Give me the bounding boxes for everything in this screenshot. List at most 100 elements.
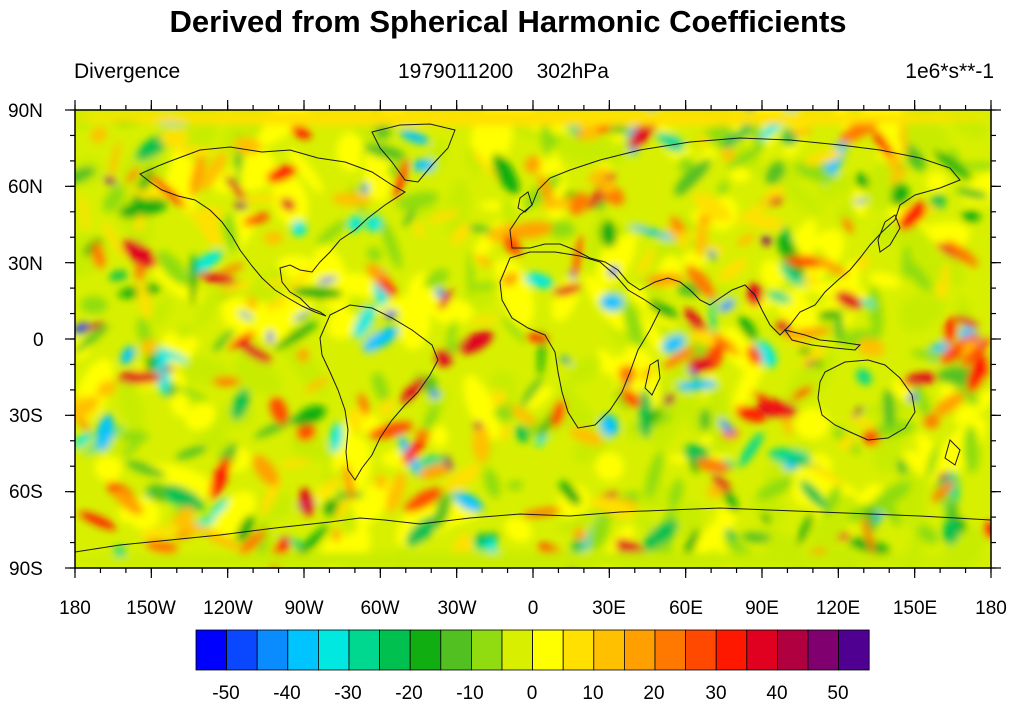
colorbar-box: [746, 629, 778, 671]
lon-label-120e: 120E: [816, 598, 860, 619]
field-positive-blob: [789, 127, 813, 136]
field-base-blob: [672, 502, 704, 538]
field-negative-blob: [916, 525, 939, 544]
field-positive-blob: [139, 525, 179, 540]
field-positive-blob: [136, 280, 152, 319]
field-negative-blob: [738, 315, 757, 342]
field-positive-blob: [122, 239, 157, 268]
field-negative-blob: [502, 316, 526, 344]
field-negative-blob: [492, 153, 520, 195]
coast-australia: [817, 359, 916, 441]
field-negative-blob: [699, 408, 711, 432]
field-positive-blob: [159, 129, 189, 147]
field-extreme-blob: [444, 454, 453, 472]
field-negative-blob: [741, 532, 772, 543]
lon-label-60w: 60W: [360, 598, 399, 619]
field-negative-blob: [871, 420, 916, 438]
field-positive-blob: [80, 194, 90, 232]
field-negative-blob: [293, 405, 326, 427]
field-negative-blob: [902, 258, 933, 292]
field-positive-blob: [141, 339, 157, 355]
field-positive-blob: [806, 462, 847, 487]
field-positive-blob: [263, 278, 289, 287]
colorbar-label-0: 0: [527, 683, 538, 704]
field-negative-blob: [648, 299, 679, 320]
field-extreme-blob: [383, 310, 398, 319]
colorbar-box: [777, 629, 809, 671]
colorbar-label-neg50: -50: [212, 683, 239, 704]
field-positive-blob: [599, 179, 616, 194]
field-negative-blob: [903, 144, 926, 171]
field-positive-blob: [209, 457, 231, 499]
field-base-blob: [423, 388, 449, 417]
coastlines: [75, 123, 991, 553]
field-extreme-blob: [761, 235, 772, 246]
field-positive-blob: [135, 213, 145, 232]
colorbar: [195, 629, 870, 671]
field-positive-blob: [304, 376, 330, 393]
field-base-blob: [143, 463, 210, 488]
field-positive-blob: [75, 396, 100, 422]
field-positive-blob: [239, 194, 281, 203]
field-negative-blob: [623, 303, 644, 349]
field-negative-blob: [347, 215, 363, 232]
colorbar-box: [409, 629, 442, 671]
colorbar-box: [532, 629, 564, 671]
field-positive-blob: [503, 234, 522, 257]
field-negative-blob: [676, 379, 718, 391]
divergence-field: [75, 110, 991, 568]
field-negative-blob: [683, 444, 710, 463]
field-positive-blob: [470, 316, 500, 325]
field-negative-blob: [885, 501, 901, 527]
lon-label-90e: 90E: [745, 598, 779, 619]
field-positive-blob: [707, 484, 725, 498]
field-negative-blob: [363, 143, 406, 161]
field-positive-blob: [636, 248, 656, 276]
field-positive-blob: [126, 167, 140, 184]
field-positive-blob: [79, 511, 117, 530]
lat-label-60s: 60S: [9, 482, 43, 503]
field-positive-blob: [228, 331, 256, 350]
field-negative-blob: [630, 225, 676, 240]
colorbar-box: [470, 629, 503, 671]
field-positive-blob: [237, 341, 272, 364]
field-base-blob: [952, 389, 991, 425]
field-positive-blob: [857, 338, 885, 357]
field-base-blob: [489, 370, 516, 392]
field-positive-blob: [299, 488, 315, 516]
field-positive-blob: [197, 272, 239, 286]
lon-label-180w: 180: [59, 598, 91, 619]
field-positive-blob: [127, 188, 165, 199]
coast-south-america: [319, 304, 439, 481]
field-negative-blob: [403, 206, 417, 227]
field-positive-blob: [212, 376, 241, 387]
field-positive-blob: [791, 386, 813, 400]
field-extreme-blob: [435, 287, 445, 298]
field-negative-blob: [446, 319, 457, 349]
field-negative-blob: [362, 326, 400, 353]
field-negative-blob: [353, 304, 377, 339]
field-positive-blob: [835, 290, 863, 310]
field-negative-blob: [367, 246, 382, 262]
field-positive-blob: [588, 167, 609, 185]
field-negative-blob: [799, 480, 827, 509]
field-positive-blob: [645, 272, 684, 287]
field-positive-blob: [848, 415, 876, 430]
field-negative-blob: [559, 481, 581, 506]
lon-label-30w: 30W: [437, 598, 476, 619]
field-negative-blob: [212, 328, 235, 352]
field-base-blob: [564, 395, 600, 438]
field-negative-blob: [231, 388, 250, 420]
field-positive-blob: [438, 289, 453, 310]
colorbar-box: [593, 629, 625, 671]
field-positive-blob: [189, 152, 206, 198]
field-base-blob: [499, 197, 521, 228]
axis-ticks: [65, 100, 1001, 578]
field-polar-band: [75, 110, 990, 126]
field-positive-blob: [374, 474, 388, 490]
field-positive-blob: [201, 151, 227, 191]
lat-label-30n: 30N: [8, 254, 43, 275]
field-negative-blob: [454, 491, 484, 513]
field-negative-blob: [433, 496, 451, 529]
field-negative-blob: [524, 272, 554, 289]
